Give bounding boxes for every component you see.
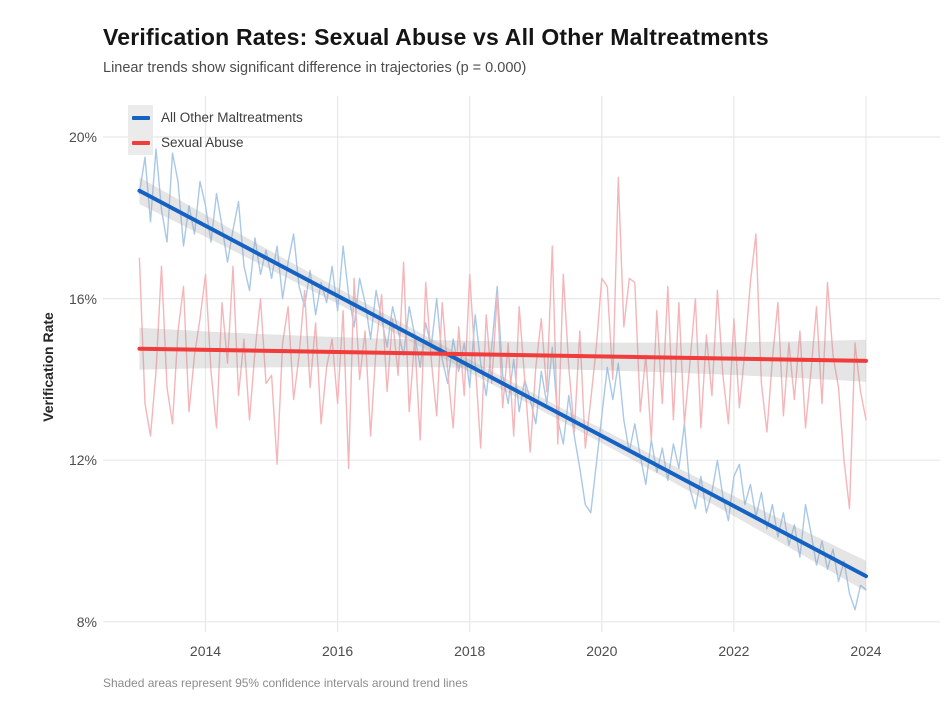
x-tick-label: 2014 [189, 643, 222, 659]
legend-item-all-other: All Other Maltreatments [128, 105, 303, 130]
raw-line-sexual-abuse [138, 176, 867, 510]
legend-label: All Other Maltreatments [161, 110, 303, 125]
trend-line-all-other [137, 188, 868, 579]
chart-subtitle: Linear trends show significant differenc… [103, 60, 527, 76]
legend-key-box [128, 130, 153, 155]
chart-title: Verification Rates: Sexual Abuse vs All … [103, 24, 769, 50]
y-axis-title: Verification Rate [40, 312, 56, 422]
legend: All Other Maltreatments Sexual Abuse [128, 105, 303, 155]
x-tick-label: 2022 [718, 643, 750, 659]
trend-line-sexual-abuse [137, 346, 868, 363]
legend-item-sexual-abuse: Sexual Abuse [128, 130, 303, 155]
y-tick-label: 12% [68, 452, 97, 469]
chart-caption: Shaded areas represent 95% confidence in… [103, 676, 468, 690]
y-tick-label: 20% [68, 129, 97, 145]
y-tick-label: 16% [68, 290, 97, 307]
legend-key-box [128, 105, 153, 130]
x-tick-label: 2018 [454, 643, 486, 659]
y-tick-label: 8% [76, 613, 97, 630]
legend-line-swatch-red [131, 140, 150, 145]
x-tick-label: 2020 [586, 643, 618, 659]
legend-label: Sexual Abuse [161, 135, 244, 150]
x-tick-label: 2024 [850, 643, 882, 659]
legend-line-swatch-blue [131, 115, 150, 120]
raw-line-all-other [138, 148, 867, 611]
x-tick-label: 2016 [322, 643, 354, 659]
